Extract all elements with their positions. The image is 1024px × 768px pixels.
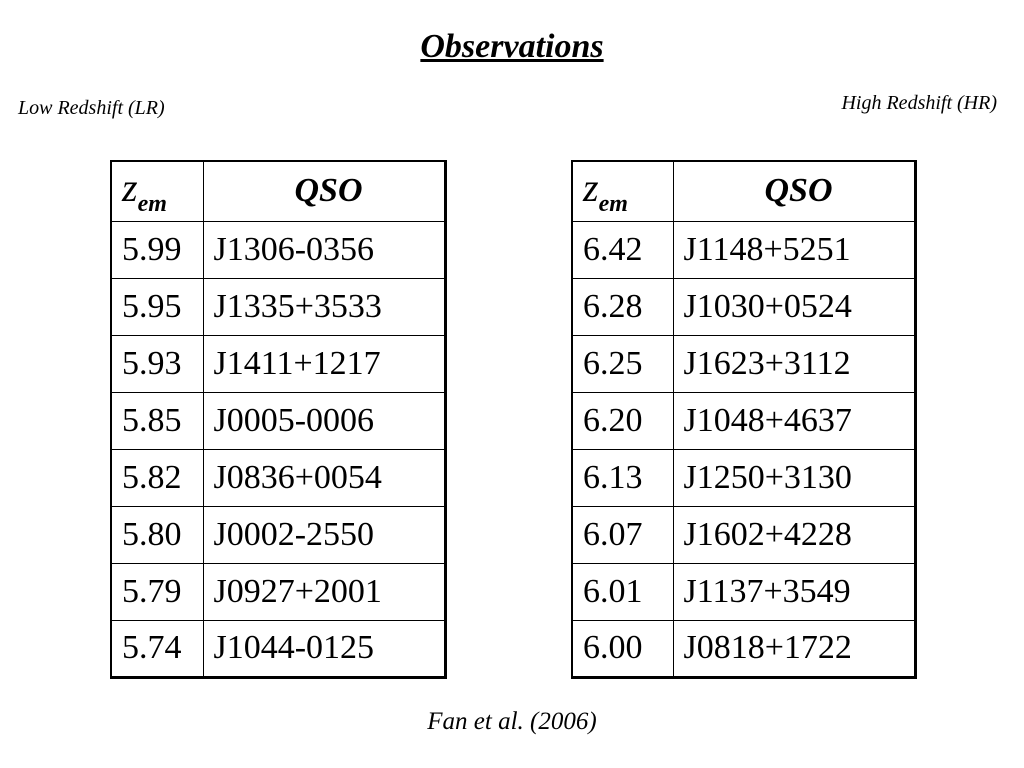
cell: J1030+0524 [672, 277, 916, 336]
cell: 6.00 [571, 619, 674, 678]
header-cell: QSO [202, 160, 446, 222]
cell: J1335+3533 [202, 277, 446, 336]
table: zem QSO 6.42 J1148+5251 6.28 J1030+0524 6.25 J1… [571, 160, 917, 679]
cell: J1411+1217 [202, 334, 446, 393]
symbol: z [583, 165, 599, 211]
cell: J0927+2001 [202, 562, 446, 621]
cell: J1044-0125 [202, 619, 446, 678]
row: 5.82 J0836+0054 [110, 448, 446, 507]
cell: 5.99 [110, 220, 204, 279]
cell: J1602+4228 [672, 505, 916, 564]
row: 5.74 J1044-0125 [110, 619, 446, 678]
cell: J1623+3112 [672, 334, 916, 393]
row: 5.99 J1306-0356 [110, 220, 446, 279]
cell: 6.13 [571, 448, 674, 507]
header-row: zem QSO [110, 160, 446, 222]
row: 6.07 J1602+4228 [571, 505, 916, 564]
cell: 5.93 [110, 334, 204, 393]
row: 6.00 J0818+1722 [571, 619, 916, 678]
row: 6.25 J1623+3112 [571, 334, 916, 393]
subscript: em [598, 191, 628, 218]
row: 5.95 J1335+3533 [110, 277, 446, 336]
header-cell: zem [110, 160, 204, 222]
subscript: em [137, 191, 167, 218]
left-label: Low Redshift (LR) [18, 97, 165, 119]
cell: J1148+5251 [672, 220, 916, 279]
right-label: High Redshift (HR) [841, 92, 997, 114]
cell: 6.25 [571, 334, 674, 393]
cell: 5.95 [110, 277, 204, 336]
cell: J0836+0054 [202, 448, 446, 507]
header-cell: QSO [672, 160, 916, 222]
cell: 5.74 [110, 619, 204, 678]
cell: J1250+3130 [672, 448, 916, 507]
header-cell: zem [571, 160, 674, 222]
cell: J1048+4637 [672, 391, 916, 450]
row: 5.93 J1411+1217 [110, 334, 446, 393]
row: 6.20 J1048+4637 [571, 391, 916, 450]
row: 5.85 J0005-0006 [110, 391, 446, 450]
row: 6.28 J1030+0524 [571, 277, 916, 336]
cell: 6.20 [571, 391, 674, 450]
cell: 6.42 [571, 220, 674, 279]
row: 6.42 J1148+5251 [571, 220, 916, 279]
row: 5.80 J0002-2550 [110, 505, 446, 564]
cell: 5.82 [110, 448, 204, 507]
citation: Fan et al. (2006) [427, 708, 597, 735]
cell: J1137+3549 [672, 562, 916, 621]
title: Observations [420, 28, 604, 65]
cell: 6.07 [571, 505, 674, 564]
cell: J0002-2550 [202, 505, 446, 564]
cell: 5.85 [110, 391, 204, 450]
cell: 6.28 [571, 277, 674, 336]
symbol: z [122, 165, 138, 211]
cell: 5.79 [110, 562, 204, 621]
cell: J0005-0006 [202, 391, 446, 450]
cell: J0818+1722 [672, 619, 916, 678]
cell: 6.01 [571, 562, 674, 621]
row: 6.01 J1137+3549 [571, 562, 916, 621]
row: 5.79 J0927+2001 [110, 562, 446, 621]
table: zem QSO 5.99 J1306-0356 5.95 J1335+3533 5.93 J1… [110, 160, 447, 679]
header-row: zem QSO [571, 160, 916, 222]
cell: J1306-0356 [202, 220, 446, 279]
row: 6.13 J1250+3130 [571, 448, 916, 507]
cell: 5.80 [110, 505, 204, 564]
